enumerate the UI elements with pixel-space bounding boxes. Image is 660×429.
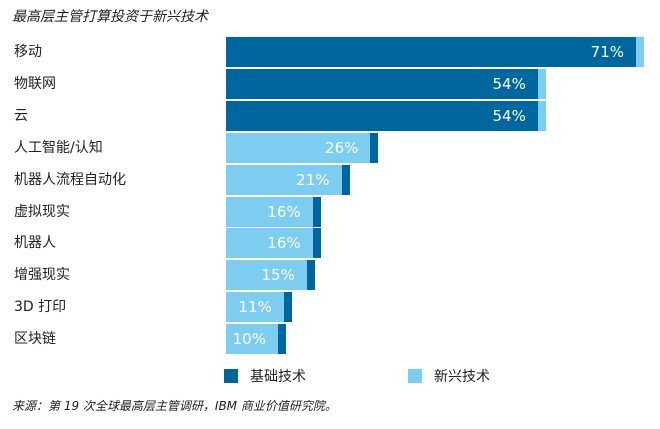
legend-label-foundational: 基础技术 bbox=[250, 369, 306, 385]
data-label: 16% bbox=[267, 202, 301, 221]
category-label: 虚拟现实 bbox=[14, 203, 70, 220]
category-label: 3D 打印 bbox=[14, 299, 67, 316]
bar-emerging bbox=[226, 292, 284, 323]
bar-emerging bbox=[226, 228, 313, 259]
legend-item-foundational: 基础技术 bbox=[224, 366, 306, 386]
bar-emerging bbox=[226, 196, 313, 227]
legend-swatch-foundational bbox=[224, 369, 238, 383]
legend-swatch-emerging bbox=[408, 369, 422, 383]
chart-title: 最高层主管打算投资于新兴技术 bbox=[12, 9, 208, 25]
bar-foundational bbox=[277, 324, 286, 355]
category-label: 机器人 bbox=[14, 235, 56, 252]
bar-foundational bbox=[306, 260, 315, 291]
bar-foundational bbox=[283, 292, 292, 323]
data-label: 71% bbox=[590, 43, 625, 61]
bar-foundational bbox=[226, 100, 538, 131]
source-note: 来源：第 19 次全球最高层主管调研，IBM 商业价值研究院。 bbox=[12, 399, 337, 413]
category-label: 人工智能/认知 bbox=[14, 139, 103, 156]
legend-label-emerging: 新兴技术 bbox=[434, 369, 490, 385]
data-label: 54% bbox=[492, 74, 526, 93]
bar-foundational bbox=[226, 37, 637, 67]
legend-item-emerging: 新兴技术 bbox=[408, 366, 490, 386]
bar-emerging bbox=[537, 100, 546, 131]
bar-emerging bbox=[226, 260, 307, 291]
bar-foundational bbox=[312, 196, 321, 227]
bar-emerging bbox=[537, 68, 546, 99]
data-label: 21% bbox=[296, 170, 330, 189]
data-label: 11% bbox=[238, 298, 272, 317]
bar-emerging bbox=[226, 164, 342, 195]
data-label: 10% bbox=[232, 330, 266, 349]
category-label: 云 bbox=[14, 107, 28, 124]
category-label: 区块链 bbox=[14, 331, 56, 348]
bar-foundational bbox=[370, 132, 379, 163]
data-label: 26% bbox=[325, 138, 359, 157]
data-label: 54% bbox=[492, 106, 526, 125]
bar-foundational bbox=[226, 68, 538, 99]
bar-foundational bbox=[341, 164, 350, 195]
data-label: 16% bbox=[267, 234, 301, 253]
bar-emerging bbox=[226, 324, 278, 355]
category-label: 机器人流程自动化 bbox=[14, 171, 126, 188]
bar-emerging bbox=[636, 37, 645, 67]
data-label: 15% bbox=[261, 266, 295, 285]
category-label: 移动 bbox=[14, 44, 42, 60]
bar-emerging bbox=[226, 132, 371, 163]
category-label: 增强现实 bbox=[14, 267, 70, 284]
category-label: 物联网 bbox=[14, 75, 56, 92]
bar-foundational bbox=[312, 228, 321, 259]
